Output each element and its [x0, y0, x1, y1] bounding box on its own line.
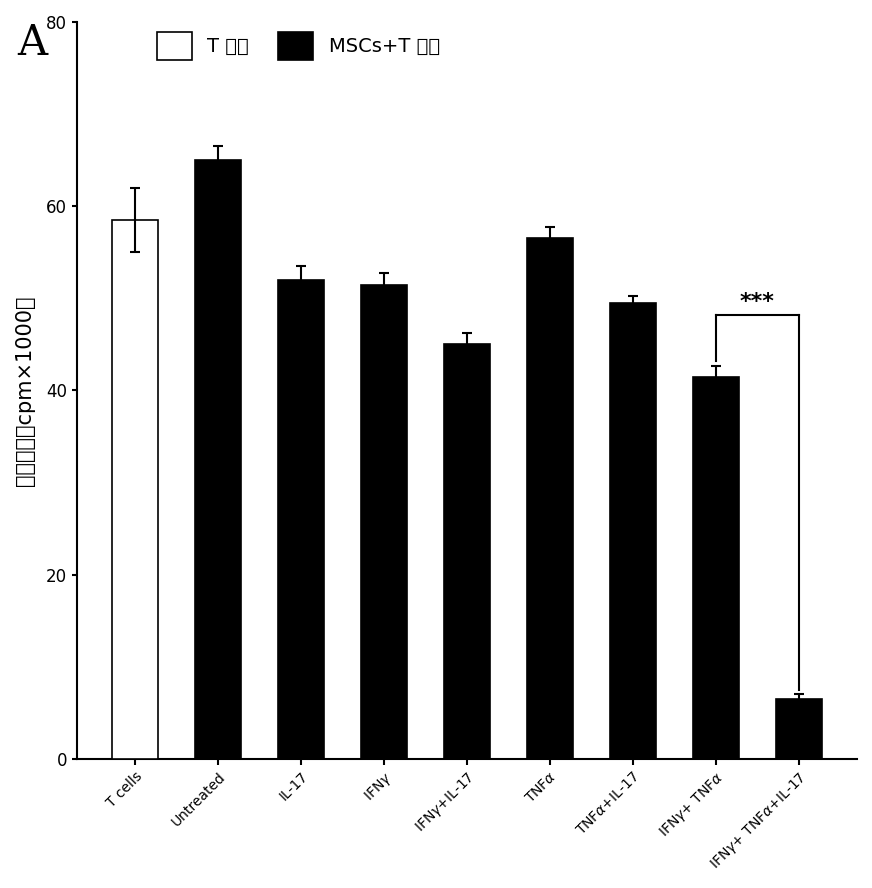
Bar: [610, 303, 656, 759]
Bar: [776, 699, 821, 759]
Text: A: A: [17, 22, 48, 64]
Legend: T 细胞, MSCs+T 细胞: T 细胞, MSCs+T 细胞: [149, 24, 448, 67]
Bar: [278, 280, 324, 759]
Bar: [444, 345, 490, 759]
Bar: [195, 160, 241, 759]
Bar: [112, 220, 158, 759]
Y-axis label: 细胞增殖（cpm×1000）: 细胞增殖（cpm×1000）: [15, 295, 35, 486]
Bar: [361, 284, 407, 759]
Text: ***: ***: [739, 292, 774, 313]
Bar: [527, 239, 573, 759]
Bar: [693, 377, 739, 759]
